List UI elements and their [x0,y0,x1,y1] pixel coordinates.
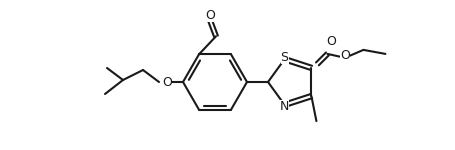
Text: O: O [326,35,336,48]
Text: N: N [279,100,288,113]
Text: O: O [162,75,172,88]
Text: O: O [340,49,349,62]
Text: S: S [280,51,288,64]
Text: O: O [205,9,214,22]
